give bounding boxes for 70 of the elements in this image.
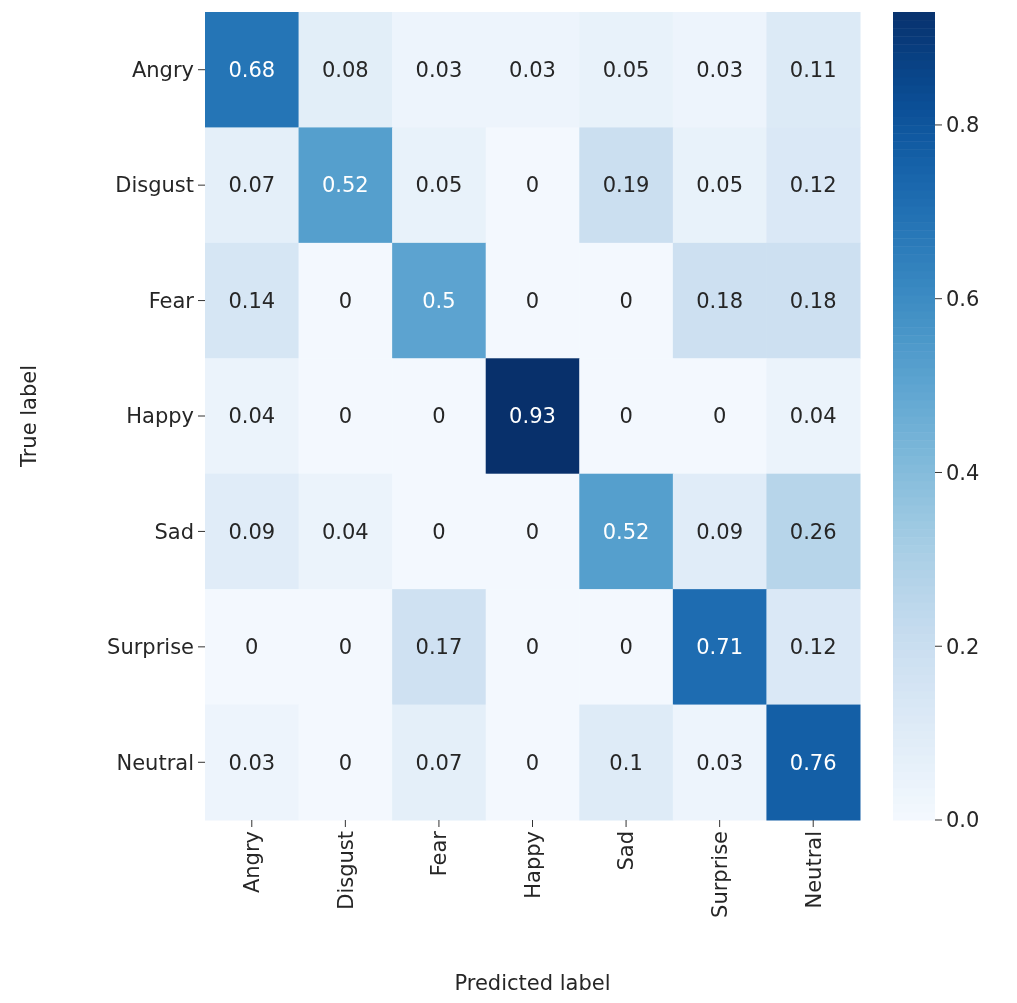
color-bar-label: 0.4 xyxy=(946,460,980,485)
data-label: 0 xyxy=(338,288,353,313)
data-label: 0.03 xyxy=(696,750,744,775)
x-tick-label: Surprise xyxy=(707,831,732,918)
data-label: 0 xyxy=(619,404,633,429)
data-label: 0 xyxy=(338,750,353,775)
data-label: 0.19 xyxy=(602,173,650,198)
x-tick-label: Neutral xyxy=(801,831,826,909)
data-label: 0.04 xyxy=(321,519,369,544)
data-label: 0.04 xyxy=(228,404,276,429)
data-label: 0.52 xyxy=(602,519,650,544)
data-label: 0.5 xyxy=(422,288,456,313)
data-label: 0.07 xyxy=(415,750,463,775)
data-label: 0.11 xyxy=(789,58,837,83)
data-label: 0 xyxy=(619,288,633,313)
data-label: 0 xyxy=(525,750,540,775)
y-tick-label: Fear xyxy=(148,288,195,313)
data-label: 0.03 xyxy=(509,58,556,83)
data-label: 0.04 xyxy=(789,404,837,429)
y-tick-label: Happy xyxy=(126,404,194,429)
y-tick-label: Sad xyxy=(154,519,194,544)
data-label: 0 xyxy=(525,288,540,313)
data-label: 0.18 xyxy=(696,288,744,313)
data-label: 0 xyxy=(245,635,259,660)
data-label: 0.05 xyxy=(415,173,463,198)
data-label: 0.07 xyxy=(228,173,276,198)
y-tick-label: Surprise xyxy=(107,635,194,660)
data-label: 0.08 xyxy=(321,58,369,83)
data-label: 0.03 xyxy=(228,750,276,775)
color-bar-label: 0.2 xyxy=(946,634,980,659)
data-label: 0 xyxy=(619,635,633,660)
y-axis-title: True label xyxy=(17,364,41,469)
data-label: 0.12 xyxy=(789,635,837,660)
data-label: 0.52 xyxy=(321,173,369,198)
data-label: 0.26 xyxy=(789,519,837,544)
data-label: 0 xyxy=(525,173,540,198)
data-label: 0 xyxy=(432,519,446,544)
data-label: 0.93 xyxy=(509,404,556,429)
color-bar-label: 0.0 xyxy=(946,808,980,833)
data-label: 0 xyxy=(432,404,446,429)
data-label: 0 xyxy=(525,635,540,660)
data-label: 0.12 xyxy=(789,173,837,198)
data-label: 0.05 xyxy=(602,58,650,83)
data-label: 0.17 xyxy=(415,635,463,660)
data-label: 0.05 xyxy=(696,173,744,198)
data-label: 0 xyxy=(338,404,353,429)
data-label: 0.14 xyxy=(228,288,276,313)
data-label: 0.18 xyxy=(789,288,837,313)
data-label: 0.03 xyxy=(415,58,463,83)
x-axis-title: Predicted label xyxy=(454,971,611,995)
x-tick-label: Fear xyxy=(427,830,452,877)
data-label: 0 xyxy=(338,635,353,660)
y-tick-label: Neutral xyxy=(116,750,194,775)
data-label: 0.1 xyxy=(609,750,643,775)
data-label: 0.71 xyxy=(696,635,744,660)
x-tick-label: Sad xyxy=(614,831,639,871)
x-tick-label: Disgust xyxy=(333,831,358,910)
data-label: 0 xyxy=(712,404,727,429)
data-label: 0.09 xyxy=(696,519,744,544)
color-bar-label: 0.6 xyxy=(946,287,980,312)
color-bar-label: 0.8 xyxy=(946,113,980,138)
x-tick-label: Happy xyxy=(520,831,545,899)
data-label: 0 xyxy=(525,519,540,544)
y-tick-label: Angry xyxy=(131,58,194,83)
data-label: 0.76 xyxy=(789,750,837,775)
data-label: 0.09 xyxy=(228,519,276,544)
y-tick-label: Disgust xyxy=(115,173,194,198)
data-label: 0.03 xyxy=(696,58,744,83)
x-tick-label: Angry xyxy=(240,831,265,894)
data-label: 0.68 xyxy=(228,58,276,83)
